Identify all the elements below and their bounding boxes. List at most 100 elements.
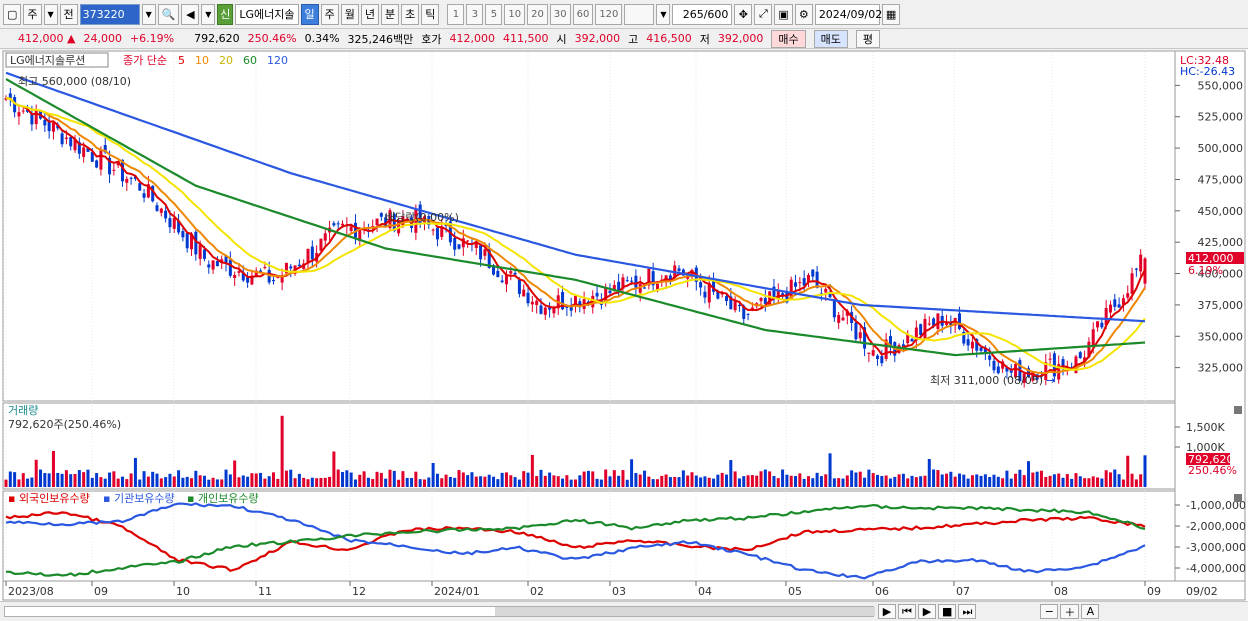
zoom-out-icon[interactable]: − — [1040, 604, 1059, 619]
font-size-icon[interactable]: A — [1081, 604, 1100, 619]
search-icon[interactable]: 🔍 — [157, 3, 180, 25]
volume-value: 792,620 — [194, 32, 240, 45]
volume-bar — [1061, 477, 1065, 487]
sell-button[interactable]: 매도 — [813, 29, 848, 48]
play-icon[interactable]: ▶ — [918, 604, 936, 619]
period-button-1[interactable]: 주 — [320, 3, 339, 25]
candle-body — [996, 366, 1000, 374]
candle-body — [1014, 364, 1018, 378]
volume-bar — [871, 473, 875, 487]
scroll-thumb[interactable] — [495, 607, 875, 616]
volume-bar — [794, 476, 798, 487]
period-button-3[interactable]: 년 — [360, 3, 379, 25]
candle-body — [548, 305, 552, 310]
period-dropdown-icon[interactable]: ▼ — [43, 3, 58, 25]
volume-bar — [914, 477, 918, 487]
stock-code-dropdown-icon[interactable]: ▼ — [141, 3, 156, 25]
period-button-6[interactable]: 틱 — [421, 3, 440, 25]
period-button-4[interactable]: 분 — [381, 3, 400, 25]
volume-bar — [1143, 455, 1147, 487]
volume-bar — [341, 472, 345, 487]
volume-bar — [604, 469, 608, 487]
candle-body — [1022, 373, 1026, 383]
volume-bar — [302, 477, 306, 487]
volume-bar — [159, 478, 163, 487]
interval-button-60[interactable]: 60 — [572, 3, 594, 25]
interval-button-1[interactable]: 1 — [447, 3, 465, 25]
flat-button[interactable]: 평 — [855, 29, 881, 48]
scroll-right-icon[interactable]: ▶ — [878, 604, 896, 619]
candle-body — [841, 317, 845, 321]
volume-bar — [328, 476, 332, 487]
volume-bar — [116, 478, 120, 487]
speaker-dropdown-icon[interactable]: ▼ — [201, 3, 216, 25]
period-button-2[interactable]: 월 — [340, 3, 359, 25]
buy-button[interactable]: 매수 — [771, 29, 806, 48]
stock-chart-svg[interactable]: 325,000 350,000 375,000 400,000 425,000 450,0… — [0, 50, 1248, 601]
count-total: /600 — [703, 7, 729, 21]
candle-body — [358, 230, 362, 241]
interval-button-10[interactable]: 10 — [504, 3, 526, 25]
volume-bar — [910, 475, 914, 487]
candle-body — [906, 334, 910, 344]
settings-gear-icon[interactable]: ⚙ — [794, 3, 813, 25]
interval-button-120[interactable]: 120 — [595, 3, 623, 25]
volume-bar — [228, 474, 232, 487]
volume-bar — [1083, 478, 1087, 487]
scroll-start-icon[interactable]: ⏮ — [898, 604, 916, 619]
candle-body — [806, 275, 810, 283]
month-label: 09 — [94, 585, 108, 598]
volume-title: 거래량 — [8, 404, 38, 417]
candle-body — [310, 246, 314, 260]
crosshair-icon[interactable]: ✥ — [734, 3, 753, 25]
candle-body — [250, 275, 254, 285]
volume-bar — [353, 479, 357, 487]
candle-body — [280, 275, 284, 283]
volume-bar — [582, 471, 586, 487]
interval-button-20[interactable]: 20 — [527, 3, 548, 25]
save-icon[interactable]: ▣ — [774, 3, 793, 25]
zoom-in-icon[interactable]: ＋ — [1060, 604, 1080, 619]
volume-bar — [578, 475, 582, 487]
layout-icon[interactable]: ▢ — [3, 3, 22, 25]
candle-body — [923, 318, 927, 339]
calendar-icon[interactable]: ▦ — [881, 3, 901, 25]
candle-body — [202, 249, 206, 259]
interval-button-3[interactable]: 3 — [466, 3, 484, 25]
candle-body — [621, 277, 625, 289]
holding-panel-close-icon[interactable] — [1234, 494, 1242, 502]
candle-body — [246, 277, 250, 283]
volume-bar — [51, 451, 55, 487]
period-button-5[interactable]: 초 — [401, 3, 420, 25]
interval-button-30[interactable]: 30 — [549, 3, 571, 25]
volume-panel-close-icon[interactable] — [1234, 406, 1242, 414]
stop-icon[interactable]: ■ — [938, 604, 957, 619]
stock-code-input[interactable] — [79, 3, 140, 25]
period-select[interactable]: 주 — [23, 3, 42, 25]
candle-body — [957, 313, 961, 329]
volume-bar — [815, 472, 819, 487]
candle-body — [271, 279, 275, 282]
prev-button[interactable]: 전 — [59, 3, 78, 25]
interval-button-5[interactable]: 5 — [485, 3, 503, 25]
horizontal-scrollbar[interactable] — [4, 606, 875, 617]
period-button-0[interactable]: 일 — [300, 3, 319, 25]
candle-body — [668, 275, 672, 280]
volume-bar — [630, 459, 634, 487]
scroll-end-icon[interactable]: ⏭ — [958, 604, 977, 619]
price-ytick-label: 350,000 — [1198, 330, 1244, 343]
date-field[interactable]: 2024/09/02 — [814, 3, 882, 25]
candle-body — [1121, 298, 1125, 305]
volume-bar — [1121, 479, 1125, 487]
candle-body — [565, 306, 569, 308]
interval-input[interactable] — [624, 3, 655, 25]
interval-dropdown-icon[interactable]: ▼ — [656, 3, 671, 25]
count-field[interactable]: 265/600 — [672, 3, 733, 25]
candle-body — [651, 271, 655, 286]
candle-body — [798, 282, 802, 284]
speaker-icon[interactable]: ◀ — [181, 3, 200, 25]
draw-tool-icon[interactable]: ⤢ — [754, 3, 773, 25]
candle-body — [742, 305, 746, 319]
chart-area[interactable]: 325,000 350,000 375,000 400,000 425,000 450,0… — [0, 50, 1248, 621]
